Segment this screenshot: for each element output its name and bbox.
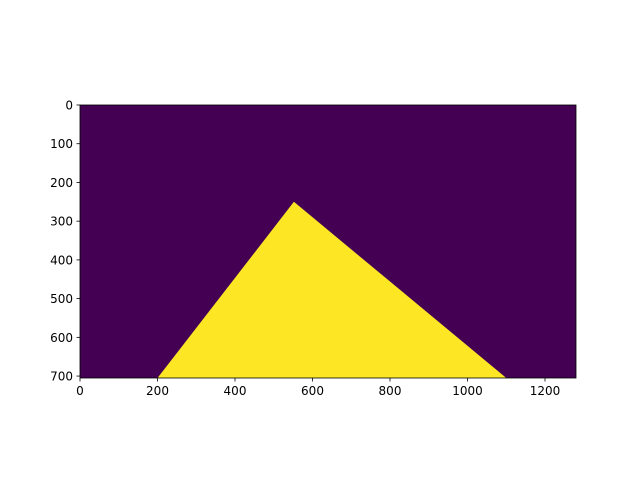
plot-area: [79, 104, 577, 379]
x-tick-label: 0: [76, 384, 84, 398]
y-tick-label: 400: [50, 253, 73, 267]
x-axis: 0 200 400 600 800 1000 1200: [76, 378, 560, 398]
y-tick-label: 100: [50, 137, 73, 151]
y-tick-label: 200: [50, 176, 73, 190]
y-tick-label: 700: [50, 370, 73, 384]
y-tick-label: 300: [50, 215, 73, 229]
x-tick-label: 800: [379, 384, 402, 398]
y-tick-label: 600: [50, 331, 73, 345]
y-tick-label: 0: [65, 99, 73, 113]
mask-triangle: [157, 201, 507, 378]
y-tick-label: 500: [50, 292, 73, 306]
x-tick-label: 1200: [530, 384, 561, 398]
x-tick-label: 400: [224, 384, 247, 398]
x-tick-label: 200: [146, 384, 169, 398]
x-tick-label: 1000: [452, 384, 483, 398]
x-tick-label: 600: [301, 384, 324, 398]
y-axis: 0 100 200 300 400 500 600 700: [50, 99, 80, 384]
axes-frame: [79, 104, 577, 379]
